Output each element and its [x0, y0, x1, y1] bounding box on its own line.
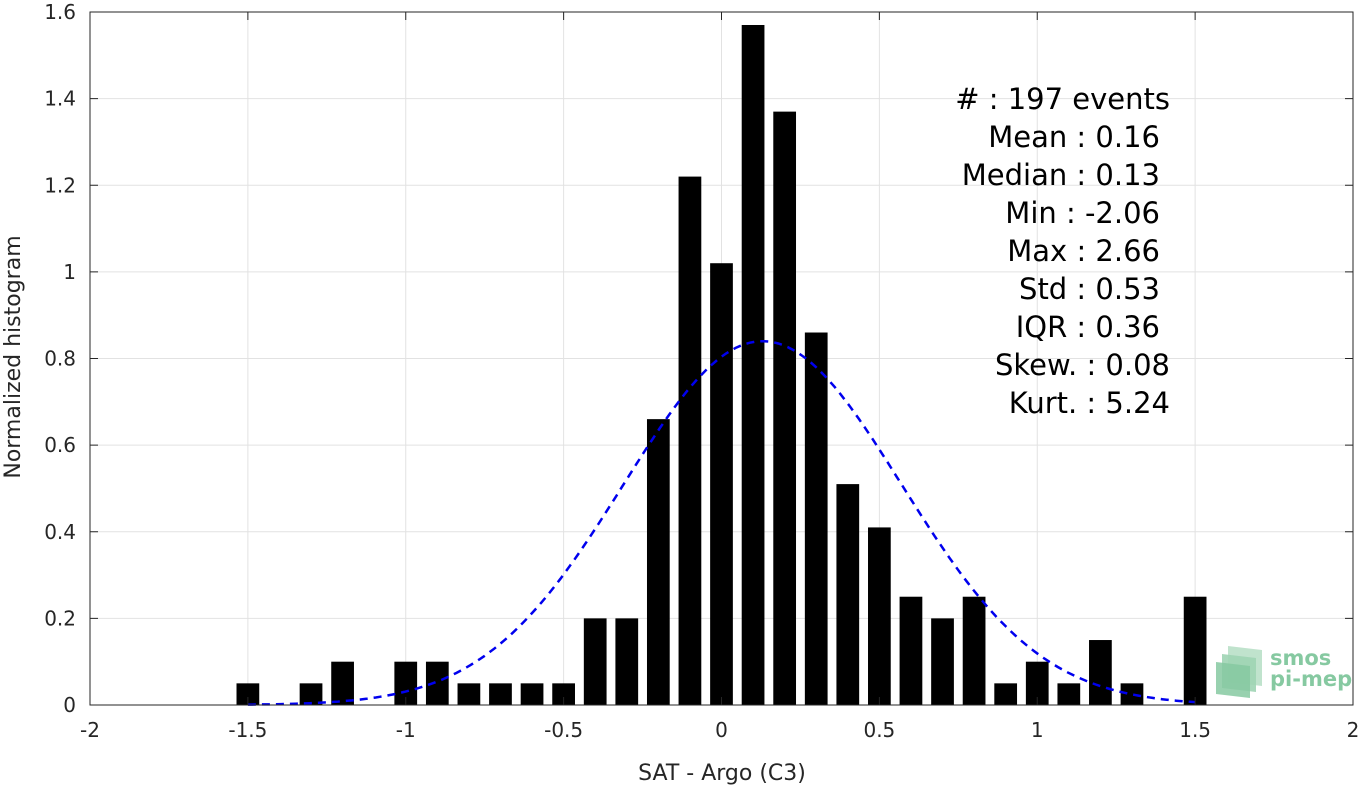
x-tick-label: 2	[1347, 718, 1360, 742]
histogram-bars	[236, 24, 1207, 705]
x-tick-label: 1	[1031, 718, 1044, 742]
y-tick-labels: 0 0.2 0.4 0.6 0.8 1 1.2 1.4 1.6	[44, 0, 76, 717]
y-axis-title: Normalized histogram	[1, 235, 26, 478]
stats-kurt: Kurt. : 5.24	[1009, 386, 1170, 420]
stats-iqr: IQR : 0.36	[1016, 310, 1160, 344]
x-tick-label: 1.5	[1179, 718, 1211, 742]
x-tick-label: -1.5	[228, 718, 267, 742]
logo-line1: smos	[1270, 646, 1331, 670]
stats-max: Max : 2.66	[1007, 234, 1160, 268]
x-tick-label: 0.5	[863, 718, 895, 742]
histogram-bar	[646, 419, 670, 705]
y-tick-label: 1	[63, 260, 76, 284]
histogram-bar	[1025, 661, 1049, 705]
histogram-bar	[236, 683, 260, 705]
stats-min: Min : -2.06	[1005, 196, 1160, 230]
histogram-bar	[962, 596, 986, 705]
histogram-bar	[710, 263, 733, 705]
x-tick-label: -0.5	[544, 718, 583, 742]
x-tick-label: -1	[396, 718, 416, 742]
x-axis-title: SAT - Argo (C3)	[638, 761, 806, 786]
histogram-bar	[931, 618, 954, 705]
histogram-bar	[1057, 683, 1081, 705]
y-tick-label: 0.2	[44, 606, 76, 630]
histogram-bar	[520, 683, 544, 705]
axis-ticks	[89, 11, 1354, 706]
stats-skew: Skew. : 0.08	[995, 348, 1170, 382]
histogram-bar	[994, 683, 1018, 705]
histogram-bar	[804, 332, 828, 705]
y-tick-label: 0.4	[44, 520, 76, 544]
y-tick-label: 0.8	[44, 347, 76, 371]
histogram-bar	[1183, 596, 1207, 705]
y-tick-label: 1.2	[44, 173, 76, 197]
histogram-bar	[1089, 640, 1112, 705]
histogram-bar	[773, 111, 797, 705]
histogram-bar	[331, 661, 354, 705]
histogram-bar	[489, 683, 512, 705]
logo-layers-icon	[1216, 646, 1262, 698]
x-tick-label: -2	[80, 718, 100, 742]
histogram-bar	[552, 683, 575, 705]
histogram-bar	[1120, 683, 1144, 705]
y-tick-label: 0.6	[44, 433, 76, 457]
histogram-bar	[678, 176, 702, 705]
histogram-bar	[299, 683, 323, 705]
smos-pi-mep-logo: smos pi-mep	[1216, 646, 1352, 698]
y-tick-label: 1.4	[44, 87, 76, 111]
y-tick-label: 1.6	[44, 0, 76, 24]
histogram-bar	[583, 618, 607, 705]
stats-std: Std : 0.53	[1019, 272, 1160, 306]
y-tick-label: 0	[63, 693, 76, 717]
histogram-bar	[425, 661, 449, 705]
stats-annotation: # : 197 events Mean : 0.16 Median : 0.13…	[955, 82, 1170, 420]
histogram-bar	[868, 527, 891, 705]
histogram-bar	[615, 618, 639, 705]
histogram-bar	[899, 596, 923, 705]
x-tick-labels: -2 -1.5 -1 -0.5 0 0.5 1 1.5 2	[80, 718, 1359, 742]
x-tick-label: 0	[715, 718, 728, 742]
stats-median: Median : 0.13	[962, 158, 1160, 192]
histogram-bar	[741, 24, 765, 705]
histogram-bar	[394, 661, 418, 705]
stats-mean: Mean : 0.16	[988, 120, 1160, 154]
gaussian-fit-curve	[247, 339, 1196, 706]
logo-line2: pi-mep	[1270, 667, 1352, 691]
histogram-bar	[836, 484, 860, 705]
histogram-bar	[457, 683, 481, 705]
stats-count: # : 197 events	[955, 82, 1170, 116]
